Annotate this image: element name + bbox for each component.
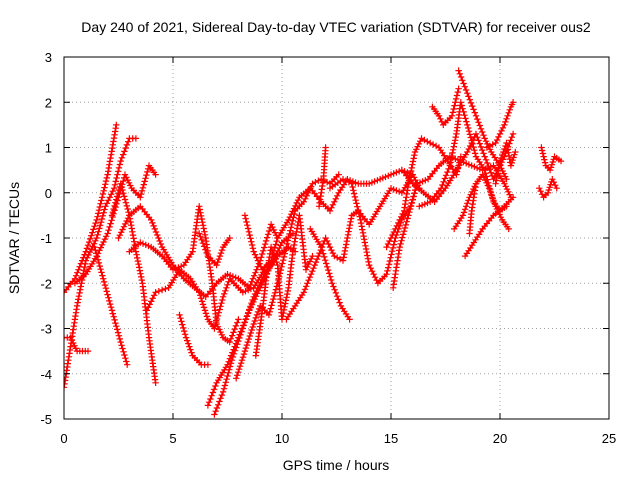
series-markers bbox=[536, 176, 560, 201]
series-markers bbox=[492, 139, 519, 187]
x-tick-label: 10 bbox=[275, 431, 289, 446]
data-series-trace-15 bbox=[252, 212, 316, 359]
series-markers bbox=[466, 180, 480, 237]
data-series-trace-5 bbox=[91, 243, 131, 368]
data-series-trace-1 bbox=[64, 121, 120, 296]
data-series-trace-29 bbox=[461, 194, 517, 260]
data-series-trace-23 bbox=[398, 130, 517, 205]
series-markers bbox=[451, 171, 512, 233]
series-markers bbox=[143, 266, 268, 332]
y-tick-label: 2 bbox=[45, 95, 52, 110]
data-series-trace-16 bbox=[241, 166, 416, 273]
data-series-trace-11 bbox=[196, 230, 233, 269]
x-tick-label: 15 bbox=[384, 431, 398, 446]
series-markers bbox=[461, 194, 517, 260]
data-series-trace-19 bbox=[315, 144, 329, 210]
x-axis-label: GPS time / hours bbox=[283, 457, 390, 473]
x-tick-label: 20 bbox=[493, 431, 507, 446]
series-markers bbox=[315, 144, 329, 210]
data-series-trace-9 bbox=[143, 266, 268, 332]
data-series-trace-28 bbox=[466, 180, 480, 237]
y-tick-label: -3 bbox=[40, 322, 52, 337]
chart-title: Day 240 of 2021, Sidereal Day-to-day VTE… bbox=[81, 19, 591, 35]
y-tick-label: 1 bbox=[45, 141, 52, 156]
data-series-trace-33 bbox=[536, 176, 560, 201]
series-markers bbox=[64, 121, 120, 296]
data-series-trace-8 bbox=[126, 203, 242, 346]
axis-ticks bbox=[63, 56, 610, 420]
series-markers bbox=[398, 130, 517, 205]
series-markers bbox=[483, 99, 517, 151]
series-markers bbox=[241, 166, 416, 273]
x-tick-label: 25 bbox=[602, 431, 616, 446]
series-markers bbox=[307, 225, 353, 323]
data-series-trace-30 bbox=[483, 99, 517, 151]
y-tick-label: -4 bbox=[40, 367, 52, 382]
series-markers bbox=[91, 243, 131, 368]
data-series-trace-27 bbox=[451, 171, 512, 233]
series-markers bbox=[252, 212, 316, 359]
y-tick-label: 0 bbox=[45, 186, 52, 201]
series-markers bbox=[64, 135, 140, 391]
series-markers bbox=[196, 230, 233, 269]
series-markers bbox=[538, 144, 565, 174]
y-tick-label: -5 bbox=[40, 412, 52, 427]
series-markers bbox=[233, 171, 342, 382]
data-series-trace-32 bbox=[538, 144, 565, 174]
data-series-trace-17 bbox=[283, 171, 423, 323]
series-markers bbox=[283, 171, 423, 323]
series-markers bbox=[176, 311, 212, 368]
data-series-trace-3 bbox=[64, 135, 140, 391]
plot-area bbox=[64, 67, 565, 418]
series-markers bbox=[429, 85, 462, 129]
data-series-trace-18 bbox=[307, 225, 353, 323]
y-axis-label: SDTVAR / TECUs bbox=[6, 182, 22, 294]
y-tick-label: -2 bbox=[40, 276, 52, 291]
x-axis: 0 5 10 15 20 25 bbox=[60, 431, 616, 446]
x-tick-label: 0 bbox=[60, 431, 67, 446]
data-series-trace-31 bbox=[492, 139, 519, 187]
data-series-trace-10 bbox=[176, 311, 212, 368]
data-series-trace-25 bbox=[429, 85, 462, 129]
y-tick-label: -1 bbox=[40, 231, 52, 246]
series-markers bbox=[126, 203, 242, 346]
y-axis: 3 2 1 0 -1 -2 -3 -4 -5 bbox=[40, 50, 52, 427]
x-tick-label: 5 bbox=[169, 431, 176, 446]
y-tick-label: 3 bbox=[45, 50, 52, 65]
